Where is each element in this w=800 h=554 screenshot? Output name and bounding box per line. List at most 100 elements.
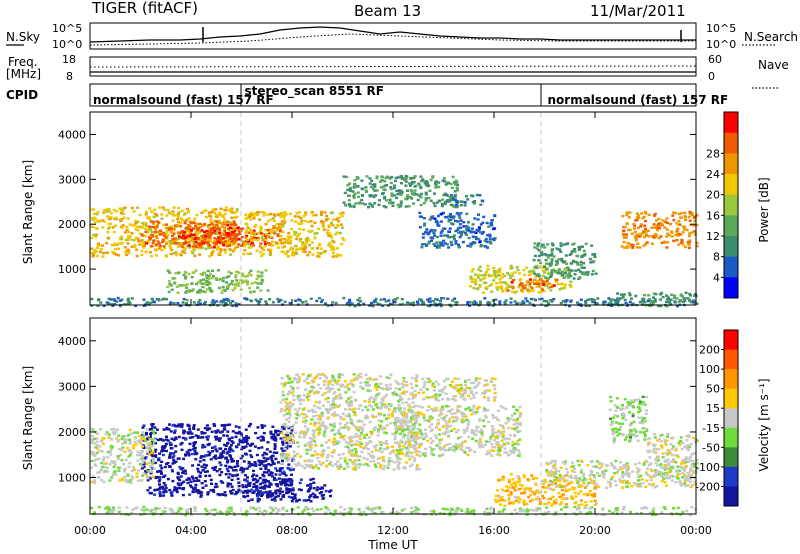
power-cell [531, 289, 535, 292]
velocity-cell [336, 405, 340, 409]
power-cell [373, 202, 377, 205]
velocity-cell [397, 445, 401, 448]
power-cell [196, 228, 200, 232]
power-cell [184, 275, 188, 278]
power-cell [623, 298, 627, 302]
power-cell [171, 214, 175, 217]
velocity-cell [327, 383, 331, 386]
velocity-cell [339, 383, 343, 387]
velocity-cell [214, 448, 218, 451]
power-cell [254, 232, 258, 236]
power-cell [425, 228, 429, 231]
velocity-cell [358, 372, 362, 376]
velocity-cell [344, 423, 347, 427]
velocity-cell [97, 457, 101, 460]
power-cell [371, 187, 375, 190]
power-cell [443, 227, 447, 230]
power-region-10 [532, 242, 598, 280]
power-cell [246, 226, 250, 229]
velocity-cell [201, 486, 205, 489]
velocity-cell [364, 405, 368, 409]
power-cell [621, 294, 625, 297]
velocity-cell [384, 383, 388, 387]
power-cell [197, 281, 201, 284]
velocity-cell [397, 400, 401, 403]
velocity-cell [310, 459, 314, 463]
velocity-cell [320, 455, 324, 458]
velocity-cell [287, 453, 291, 456]
power-cell [319, 247, 323, 250]
power-cell [442, 211, 445, 215]
velocity-cell [310, 443, 313, 447]
power-cell [482, 215, 486, 219]
velocity-cell [123, 467, 127, 470]
power-cell [455, 187, 459, 190]
power-cell [184, 239, 188, 243]
power-cell [681, 231, 685, 234]
velocity-cell [192, 479, 196, 483]
velocity-cell [224, 457, 228, 460]
power-cell [471, 268, 475, 271]
power-cell [541, 274, 545, 278]
power-cell [165, 223, 168, 226]
velocity-cell [191, 477, 195, 480]
velocity-cell [283, 436, 287, 440]
power-cell [429, 236, 433, 239]
velocity-cell [410, 431, 413, 434]
power-cell [320, 298, 324, 302]
power-cell [313, 221, 317, 224]
velocity-cell [305, 395, 309, 399]
power-cell [162, 223, 166, 227]
power-cell [661, 295, 665, 299]
velocity-cell [403, 384, 407, 387]
velocity-cell [393, 424, 397, 427]
velocity-cell [253, 461, 257, 464]
power-cell [249, 291, 253, 294]
power-cell [288, 301, 292, 305]
power-cell [169, 252, 173, 256]
velocity-cell [336, 379, 340, 383]
power-cell [210, 253, 214, 256]
velocity-cell [249, 462, 253, 466]
power-cell [557, 269, 561, 272]
power-cell [388, 177, 392, 180]
velocity-cell [285, 441, 289, 444]
power-cell [434, 183, 438, 187]
power-cell [461, 230, 465, 233]
power-cell [384, 206, 388, 209]
power-cell [538, 278, 542, 281]
velocity-cell [149, 444, 153, 447]
power-cell [184, 233, 188, 237]
power-cell [435, 298, 439, 301]
velocity-cell [377, 449, 381, 452]
velocity-cell [188, 430, 192, 433]
power-cell [562, 285, 566, 289]
power-cell [611, 298, 615, 301]
nave-tick-bottom: 0 [708, 70, 715, 83]
velocity-cell [133, 468, 137, 471]
power-cell [155, 220, 159, 223]
power-cell [237, 243, 241, 246]
velocity-cell [337, 376, 341, 379]
power-cell [381, 192, 384, 196]
power-cell [447, 200, 451, 203]
velocity-cell [352, 390, 356, 394]
velocity-cell [379, 463, 383, 467]
power-cell [468, 301, 472, 304]
power-cell [196, 236, 200, 240]
power-cell [360, 202, 364, 205]
velocity-cell [234, 474, 238, 477]
power-cell [490, 290, 494, 293]
velocity-cell [190, 475, 194, 478]
velocity-cell [350, 453, 354, 457]
power-cell [431, 217, 434, 220]
velocity-cell [177, 483, 181, 487]
velocity-cell [224, 464, 228, 467]
power-cell [214, 232, 218, 236]
power-cell [513, 300, 517, 303]
velocity-cell [226, 482, 230, 485]
power-cell [447, 236, 451, 239]
power-cell [412, 202, 415, 205]
velocity-cell [283, 447, 287, 451]
power-cell [470, 280, 474, 284]
